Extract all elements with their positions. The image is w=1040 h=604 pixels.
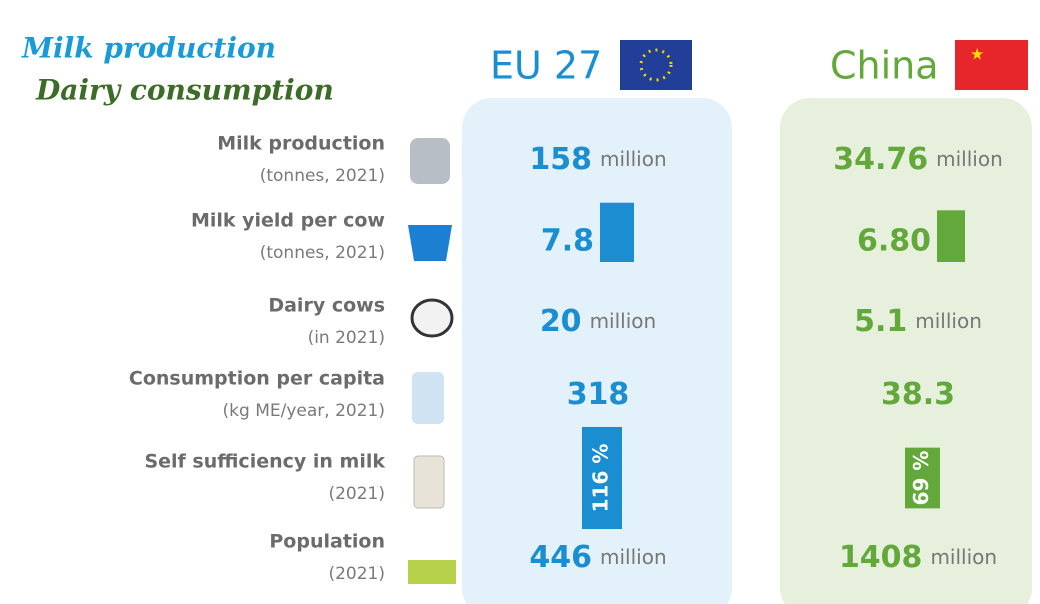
row-label: Consumption per capita: [129, 368, 385, 390]
value-number: 318: [567, 377, 630, 412]
china-flag: [955, 40, 1028, 90]
yield-bar: [600, 202, 634, 262]
value: 446 million: [529, 540, 666, 575]
sufficiency-bar: [905, 447, 940, 509]
value: 7.8: [541, 224, 594, 259]
row-sub: (tonnes, 2021): [260, 166, 385, 186]
row-sub: (in 2021): [308, 328, 385, 348]
title-line: Milk production: [21, 32, 276, 65]
value-unit: million: [600, 545, 667, 569]
region-name: EU 27: [490, 44, 602, 88]
value-unit: million: [930, 545, 997, 569]
title-line: Dairy consumption: [35, 74, 334, 107]
value-number: 5.1: [854, 304, 907, 339]
value-unit: million: [915, 309, 982, 333]
value: 6.80: [857, 224, 931, 259]
bucket-icon: [408, 225, 452, 261]
region-name: China: [830, 44, 939, 88]
value: 20 million: [540, 304, 656, 339]
sufficiency-bar: [582, 426, 622, 530]
value: 158 million: [529, 142, 666, 177]
panel: [462, 98, 732, 604]
row-sub: (2021): [328, 564, 385, 584]
value: 1408 million: [839, 540, 997, 575]
row-label: Self sufficiency in milk: [144, 451, 385, 473]
value: 69 %: [909, 451, 933, 506]
row-label: Dairy cows: [268, 295, 385, 317]
value-number: 446: [529, 540, 592, 575]
value: 5.1 million: [854, 304, 982, 339]
value-number: 34.76: [833, 142, 928, 177]
value-unit: million: [600, 147, 667, 171]
panel: [780, 98, 1032, 604]
row-label: Milk yield per cow: [191, 210, 385, 232]
flag-star: ★: [970, 45, 984, 64]
flag-stars: [639, 48, 673, 82]
eu-flag: [620, 40, 692, 90]
row-sub: (tonnes, 2021): [260, 243, 385, 263]
value: 116 %: [589, 444, 613, 513]
can-icon: [410, 138, 450, 184]
value-number: 1408: [839, 540, 923, 575]
row-sub: (kg ME/year, 2021): [223, 401, 385, 421]
value-unit: million: [590, 309, 657, 333]
glass-icon: [413, 455, 445, 509]
value-unit: million: [936, 147, 1003, 171]
value: 38.3: [881, 377, 955, 412]
carton-icon: [412, 372, 444, 424]
icons: [408, 138, 456, 584]
yield-bar: [937, 210, 965, 262]
cow-icon: [410, 298, 454, 338]
value-number: 20: [540, 304, 582, 339]
row-label: Population: [269, 531, 385, 553]
row-label: Milk production: [217, 133, 385, 155]
value-number: 158: [529, 142, 592, 177]
people-icon: [408, 560, 456, 584]
value-number: 38.3: [881, 377, 955, 412]
value: 34.76 million: [833, 142, 1003, 177]
row-sub: (2021): [328, 484, 385, 504]
value: 318: [567, 377, 630, 412]
